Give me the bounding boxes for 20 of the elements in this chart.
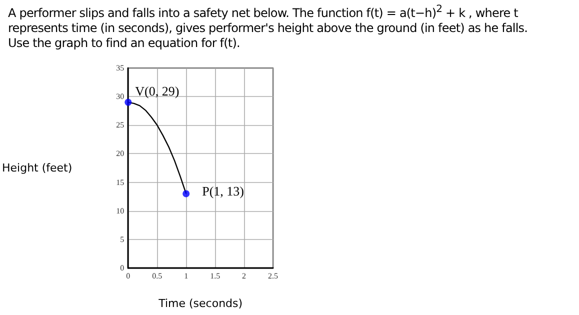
annotation: V(0, 29) (135, 83, 180, 98)
chart-title: A performer slips and falls into a safety net below. The function f(t) = a(t−h)$^{2}$ + k , where t represents time (in seconds), gives performer's height above the ground (in feet) as he falls. (8, 3, 529, 36)
y-tick-label: 35 (116, 64, 124, 72)
y-tick-label: 20 (116, 149, 124, 158)
x-tick-label: 1.5 (210, 272, 220, 280)
chart-subtitle: Use the graph to find an equation for f(t). (8, 36, 241, 51)
y-tick-label: 30 (116, 92, 124, 102)
x-tick-label: 2 (242, 272, 246, 280)
x-tick-label: 0.5 (152, 272, 162, 280)
y-tick-label: 25 (116, 120, 124, 130)
y-tick-label: 0 (120, 264, 124, 272)
y-tick-label: 5 (120, 234, 124, 244)
x-tick-label: 2.5 (268, 272, 278, 280)
y-axis-title: Height (feet) (2, 162, 72, 174)
x-tick-label: 1 (184, 272, 188, 280)
y-tick-label: 15 (116, 178, 124, 187)
y-tick-label: 10 (116, 206, 124, 216)
x-tick-label: 0 (126, 272, 130, 280)
annotation: P(1, 13) (202, 184, 244, 199)
x-axis-title: Time (seconds) (158, 297, 243, 310)
